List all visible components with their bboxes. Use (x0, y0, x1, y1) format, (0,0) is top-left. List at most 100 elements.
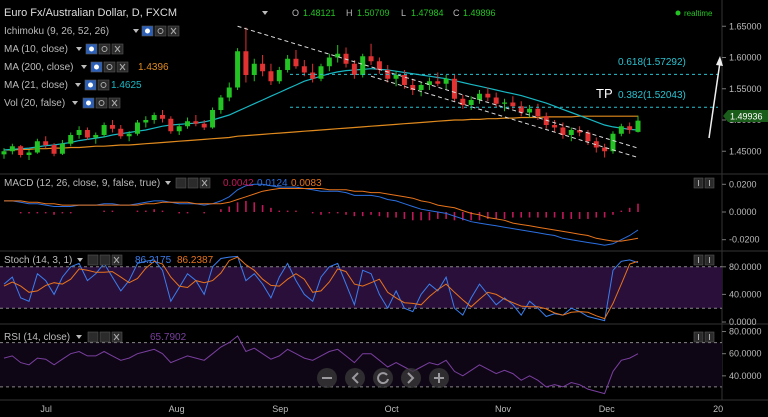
stoch-label: Stoch (14, 3, 1) (4, 255, 72, 266)
ma10-settings-icon[interactable] (98, 43, 111, 55)
stoch-tick-label-1: 40.0000 (729, 289, 762, 299)
candle-body-14 (118, 128, 124, 137)
candle-body-0 (1, 151, 7, 155)
stoch-settings-icon[interactable] (99, 254, 111, 266)
ma200-settings-icon[interactable] (103, 61, 116, 73)
stoch-eye-icon[interactable] (87, 254, 99, 266)
rsi-eye-icon[interactable] (87, 331, 99, 343)
macd-pane: 0.0200 0.0000 -0.0200 (4, 179, 760, 246)
ma10-eye-icon[interactable] (85, 43, 98, 55)
ma21-menu-icon[interactable] (75, 83, 81, 87)
candle-body-53 (443, 78, 449, 84)
candle-body-28 (235, 51, 241, 88)
candle-body-5 (43, 141, 49, 145)
last-price-tag: 1.49936 (723, 110, 768, 122)
candle-body-13 (109, 125, 115, 129)
candle-body-76 (635, 120, 641, 132)
candle-body-29 (243, 51, 249, 75)
rsi-move-up-icon[interactable] (693, 331, 704, 343)
candle-body-73 (610, 133, 616, 152)
zoom-in-button[interactable] (429, 368, 449, 388)
ma200-eye-icon[interactable] (90, 61, 103, 73)
candle-body-19 (159, 115, 166, 119)
rsi-remove-icon[interactable] (111, 331, 123, 343)
open-value: 1.48121 (303, 8, 336, 18)
candle-body-31 (260, 63, 266, 72)
rsi-menu-icon[interactable] (76, 335, 82, 339)
ichimoku-remove-icon[interactable] (167, 25, 180, 37)
scroll-right-button[interactable] (401, 368, 421, 388)
candle-body-10 (84, 130, 90, 138)
stoch-move-up-icon[interactable] (693, 254, 704, 266)
ma10-remove-icon[interactable] (111, 43, 124, 55)
macd-remove-icon[interactable] (199, 177, 211, 189)
vol-menu-icon[interactable] (72, 101, 78, 105)
vol-remove-icon[interactable] (108, 97, 121, 109)
reset-view-button[interactable] (373, 368, 393, 388)
candle-body-48 (401, 75, 407, 85)
stoch-tick-label-2: 0.0000 (729, 317, 757, 327)
candle-body-39 (326, 57, 332, 67)
ichimoku-menu-icon[interactable] (133, 29, 139, 33)
candle-body-27 (226, 87, 232, 98)
candle-body-3 (26, 152, 32, 155)
vol-settings-icon[interactable] (95, 97, 108, 109)
tp-label: TP (596, 86, 613, 101)
candle-body-7 (59, 143, 65, 154)
stoch-k-value: 86.2175 (135, 255, 172, 266)
scroll-left-button[interactable] (345, 368, 365, 388)
macd-label: MACD (12, 26, close, 9, false, true) (4, 178, 160, 189)
candle-body-54 (451, 78, 457, 99)
macd-move-up-icon[interactable] (693, 177, 704, 189)
macd-menu-icon[interactable] (165, 181, 171, 185)
candle-body-22 (185, 121, 191, 127)
candle-body-63 (527, 108, 533, 113)
ma200-menu-icon[interactable] (81, 65, 87, 69)
rsi-tick-label-0: 80.0000 (729, 327, 762, 337)
rsi-legend: RSI (14, close) 65.7902 (4, 331, 187, 343)
candle-body-55 (460, 98, 466, 105)
stoch-pane-controls (693, 254, 715, 266)
symbol-title: Euro Fx/Australian Dollar, D, FXCM (4, 7, 177, 19)
rsi-settings-icon[interactable] (99, 331, 111, 343)
candle-body-35 (293, 58, 299, 67)
time-tick-label-1: Aug (169, 404, 185, 414)
stoch-d-line (3, 256, 639, 320)
symbol-menu-icon[interactable] (262, 11, 268, 15)
stoch-remove-icon[interactable] (111, 254, 123, 266)
zoom-out-button[interactable] (317, 368, 337, 388)
stoch-tick-label-0: 80.0000 (729, 262, 762, 272)
last-price-value: 1.49936 (730, 112, 763, 122)
ma21-eye-icon[interactable] (84, 79, 97, 91)
candle-body-12 (101, 125, 107, 135)
rsi-pane-controls (693, 331, 715, 343)
rsi-value: 65.7902 (150, 332, 187, 343)
ichimoku-settings-icon[interactable] (154, 25, 167, 37)
stoch-d-value: 86.2387 (177, 255, 214, 266)
ma200-remove-icon[interactable] (116, 61, 129, 73)
time-tick-label-2: Sep (272, 404, 288, 414)
stoch-pane: 80.0000 40.0000 0.0000 (0, 255, 762, 327)
candle-body-52 (435, 81, 441, 84)
stoch-menu-icon[interactable] (77, 258, 83, 262)
ma21-settings-icon[interactable] (97, 79, 110, 91)
macd-tick-label-0: 0.0200 (729, 179, 757, 189)
ma10-menu-icon[interactable] (76, 47, 82, 51)
vol-label: Vol (20, false) (4, 98, 65, 109)
macd-eye-icon[interactable] (175, 177, 187, 189)
macd-settings-icon[interactable] (187, 177, 199, 189)
candle-body-34 (285, 58, 291, 70)
candle-body-1 (9, 146, 15, 152)
macd-pane-controls (693, 177, 715, 189)
candle-body-47 (393, 75, 399, 79)
vol-eye-icon[interactable] (82, 97, 95, 109)
macd-value: 0.0124 (257, 178, 288, 189)
ma200-label: MA (200, close) (4, 62, 73, 73)
candle-body-30 (251, 63, 257, 75)
rsi-maximize-icon[interactable] (704, 331, 715, 343)
macd-maximize-icon[interactable] (704, 177, 715, 189)
ichimoku-eye-icon[interactable] (141, 25, 154, 37)
stoch-maximize-icon[interactable] (704, 254, 715, 266)
candle-body-2 (18, 146, 24, 155)
